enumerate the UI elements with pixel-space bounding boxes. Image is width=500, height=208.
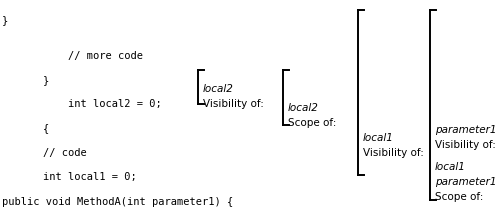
Text: int local2 = 0;: int local2 = 0;: [18, 99, 162, 109]
Text: local1: local1: [435, 162, 466, 172]
Text: local2: local2: [288, 103, 319, 113]
Text: }: }: [18, 75, 49, 85]
Text: int local1 = 0;: int local1 = 0;: [18, 172, 137, 182]
Text: Scope of:: Scope of:: [288, 118, 337, 128]
Text: }: }: [2, 15, 8, 25]
Text: local2: local2: [203, 84, 234, 94]
Text: local1: local1: [363, 133, 394, 143]
Text: parameter1: parameter1: [435, 125, 496, 135]
Text: public void MethodA(int parameter1) {: public void MethodA(int parameter1) {: [2, 197, 233, 207]
Text: Visibility of:: Visibility of:: [435, 140, 496, 150]
Text: Scope of:: Scope of:: [435, 192, 484, 202]
Text: // more code: // more code: [18, 51, 143, 61]
Text: // code: // code: [18, 148, 87, 158]
Text: Visibility of:: Visibility of:: [203, 99, 264, 109]
Text: Visibility of:: Visibility of:: [363, 148, 424, 158]
Text: parameter1: parameter1: [435, 177, 496, 187]
Text: {: {: [18, 123, 49, 133]
